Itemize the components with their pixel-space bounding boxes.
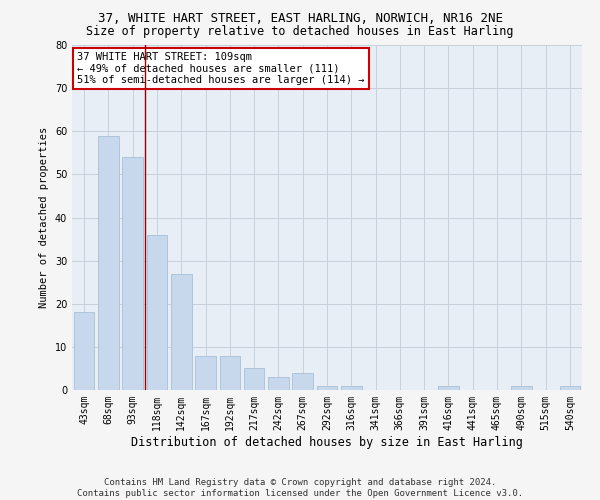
Y-axis label: Number of detached properties: Number of detached properties xyxy=(39,127,49,308)
Bar xyxy=(317,386,337,390)
Bar xyxy=(171,274,191,390)
Text: Size of property relative to detached houses in East Harling: Size of property relative to detached ho… xyxy=(86,25,514,38)
Text: Contains HM Land Registry data © Crown copyright and database right 2024.
Contai: Contains HM Land Registry data © Crown c… xyxy=(77,478,523,498)
Bar xyxy=(438,386,459,390)
X-axis label: Distribution of detached houses by size in East Harling: Distribution of detached houses by size … xyxy=(131,436,523,448)
Bar xyxy=(122,157,143,390)
Bar xyxy=(98,136,119,390)
Bar xyxy=(268,377,289,390)
Bar xyxy=(560,386,580,390)
Bar xyxy=(511,386,532,390)
Text: 37 WHITE HART STREET: 109sqm
← 49% of detached houses are smaller (111)
51% of s: 37 WHITE HART STREET: 109sqm ← 49% of de… xyxy=(77,52,365,85)
Text: 37, WHITE HART STREET, EAST HARLING, NORWICH, NR16 2NE: 37, WHITE HART STREET, EAST HARLING, NOR… xyxy=(97,12,503,26)
Bar xyxy=(220,356,240,390)
Bar xyxy=(74,312,94,390)
Bar xyxy=(146,235,167,390)
Bar xyxy=(244,368,265,390)
Bar xyxy=(341,386,362,390)
Bar xyxy=(195,356,216,390)
Bar xyxy=(292,373,313,390)
